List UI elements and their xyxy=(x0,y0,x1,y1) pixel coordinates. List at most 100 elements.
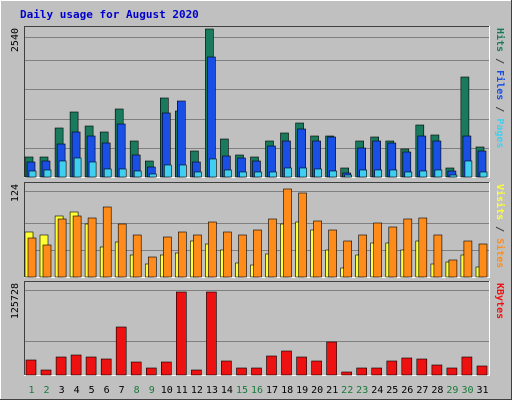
bar-pages-day-20 xyxy=(314,168,322,178)
day-label-11: 11 xyxy=(176,385,188,396)
bar-kbytes-day-7 xyxy=(115,326,127,376)
legend-label-part: Pages xyxy=(494,118,505,148)
bar-kbytes-day-3 xyxy=(55,356,67,376)
series-kbytes xyxy=(25,291,488,376)
day-label-27: 27 xyxy=(416,385,428,396)
bar-pages-day-15 xyxy=(239,171,247,178)
bar-kbytes-day-23 xyxy=(356,367,368,376)
bar-kbytes-day-9 xyxy=(146,367,157,376)
bar-kbytes-day-13 xyxy=(206,291,217,376)
bar-kbytes-day-11 xyxy=(176,291,187,376)
bar-kbytes-day-24 xyxy=(371,367,383,376)
bar-sites-day-13 xyxy=(208,221,217,278)
legend-label-part: KBytes xyxy=(494,283,505,319)
legend-label-part: / xyxy=(494,220,505,238)
day-label-6: 6 xyxy=(104,385,110,396)
day-label-31: 31 xyxy=(476,385,488,396)
bar-pages-day-25 xyxy=(389,169,398,178)
bar-pages-day-23 xyxy=(359,169,368,178)
bar-sites-day-9 xyxy=(148,256,157,278)
series-legend-label: KBytes xyxy=(494,283,505,319)
bar-pages-day-14 xyxy=(224,169,232,178)
bar-kbytes-day-12 xyxy=(191,369,202,376)
legend-label-part: Hits xyxy=(494,28,506,52)
bar-sites-day-2 xyxy=(42,244,52,278)
bar-kbytes-day-25 xyxy=(386,360,398,376)
bar-kbytes-day-16 xyxy=(251,367,262,376)
bar-kbytes-day-28 xyxy=(431,364,443,376)
bar-pages-day-8 xyxy=(133,170,142,178)
bar-pages-day-7 xyxy=(118,168,127,178)
bar-sites-day-21 xyxy=(328,229,337,278)
bar-sites-day-25 xyxy=(388,226,398,278)
day-label-7: 7 xyxy=(119,385,125,396)
bar-sites-day-11 xyxy=(178,231,187,278)
y-max-label: 124 xyxy=(10,184,21,202)
day-label-14: 14 xyxy=(221,385,233,396)
bar-pages-day-2 xyxy=(43,169,52,178)
bar-sites-day-30 xyxy=(463,240,473,278)
bar-kbytes-day-22 xyxy=(341,371,353,376)
day-label-15: 15 xyxy=(236,385,248,396)
bar-sites-day-31 xyxy=(478,243,488,278)
bar-kbytes-day-15 xyxy=(236,367,247,376)
day-label-26: 26 xyxy=(401,385,413,396)
y-max-label: 125728 xyxy=(10,283,21,319)
y-max-label: 2540 xyxy=(10,28,21,52)
bar-kbytes-day-29 xyxy=(446,367,458,376)
legend-label-part: Files xyxy=(494,70,506,100)
panel-1: 2540 Hits / Files / Pages xyxy=(10,26,506,178)
bar-sites-day-22 xyxy=(343,240,353,278)
day-label-20: 20 xyxy=(311,385,323,396)
series-pages xyxy=(28,157,488,178)
bar-sites-day-23 xyxy=(358,234,368,278)
bar-pages-day-24 xyxy=(374,169,383,178)
day-label-12: 12 xyxy=(191,385,203,396)
bar-kbytes-day-10 xyxy=(161,361,172,376)
series-legend-label: Hits / Files / Pages xyxy=(494,28,506,148)
bar-pages-day-12 xyxy=(194,171,202,178)
bar-kbytes-day-6 xyxy=(100,358,112,376)
series-legend-label: Visits / Sites xyxy=(494,184,506,268)
series-files xyxy=(26,56,487,178)
bar-sites-day-3 xyxy=(57,218,67,278)
bar-kbytes-day-19 xyxy=(296,356,307,376)
bar-pages-day-1 xyxy=(28,170,37,178)
bar-pages-day-5 xyxy=(88,161,97,178)
bar-kbytes-day-21 xyxy=(326,341,337,376)
bar-pages-day-19 xyxy=(299,167,307,178)
bar-pages-day-13 xyxy=(209,158,217,178)
legend-label-part: Visits xyxy=(494,184,506,220)
bar-sites-day-17 xyxy=(268,218,277,278)
bar-pages-day-17 xyxy=(269,171,277,178)
day-label-21: 21 xyxy=(326,385,338,396)
day-label-4: 4 xyxy=(74,385,80,396)
bar-kbytes-day-1 xyxy=(25,359,37,376)
bar-sites-day-16 xyxy=(253,229,262,278)
bar-kbytes-day-18 xyxy=(281,350,292,376)
bar-kbytes-day-31 xyxy=(476,365,488,376)
bar-sites-day-26 xyxy=(403,218,413,278)
day-label-18: 18 xyxy=(281,385,293,396)
bar-kbytes-day-4 xyxy=(70,354,82,376)
bar-kbytes-day-26 xyxy=(401,357,413,376)
bar-pages-day-6 xyxy=(103,168,112,178)
legend-label-part: / xyxy=(494,100,505,118)
day-label-8: 8 xyxy=(134,385,140,396)
day-label-30: 30 xyxy=(461,385,473,396)
series-sites xyxy=(27,188,488,278)
day-label-17: 17 xyxy=(266,385,278,396)
bar-sites-day-18 xyxy=(283,188,292,278)
day-label-29: 29 xyxy=(446,385,458,396)
bar-pages-day-29 xyxy=(449,174,458,178)
bar-pages-day-10 xyxy=(164,164,172,178)
bar-pages-day-26 xyxy=(404,171,413,178)
chart-title: Daily usage for August 2020 xyxy=(20,8,199,21)
bar-pages-day-30 xyxy=(464,160,473,178)
panel-3: 125728 KBytes xyxy=(10,281,505,376)
bar-sites-day-4 xyxy=(72,215,82,278)
bar-sites-day-8 xyxy=(132,234,142,278)
day-label-28: 28 xyxy=(431,385,443,396)
day-label-1: 1 xyxy=(28,385,34,396)
